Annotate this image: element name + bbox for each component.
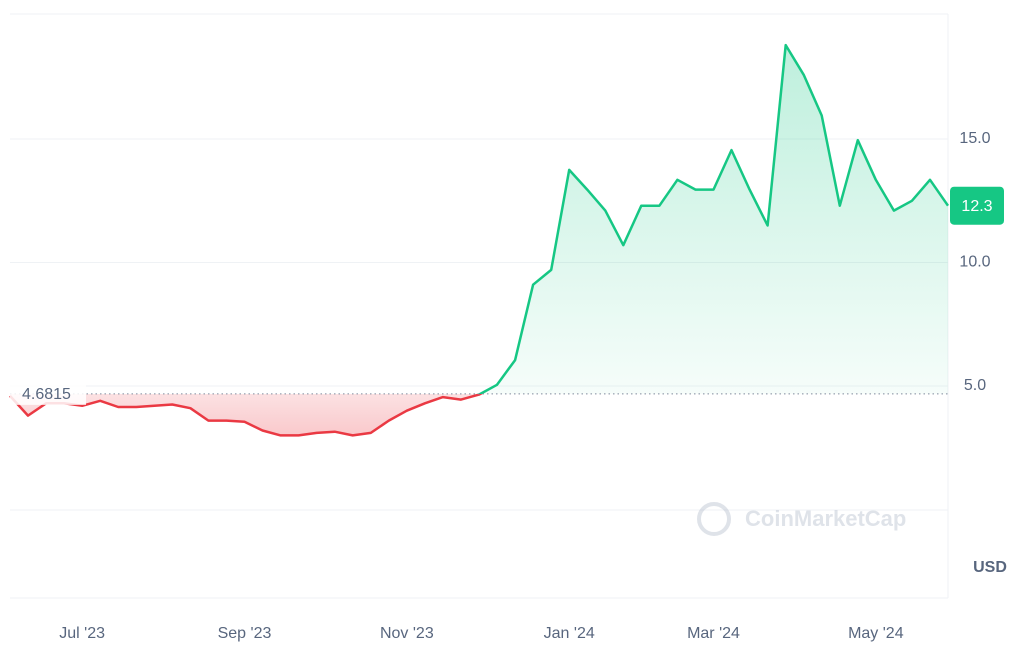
x-tick-label: May '24 — [848, 625, 904, 642]
y-tick-label: 10.0 — [959, 254, 990, 271]
x-tick-label: Jul '23 — [59, 625, 105, 642]
watermark: CoinMarketCap — [697, 502, 906, 536]
y-tick-label: 5.0 — [964, 377, 986, 394]
x-tick-label: Jan '24 — [544, 625, 595, 642]
y-tick-label: 15.0 — [959, 130, 990, 147]
watermark-text: CoinMarketCap — [745, 506, 906, 531]
baseline-label: 4.6815 — [22, 386, 71, 403]
x-tick-label: Sep '23 — [218, 625, 272, 642]
price-tag-label: 12.3 — [961, 198, 992, 215]
price-area — [10, 45, 948, 436]
baseline-label-bg — [10, 382, 86, 405]
y-axis-label: USD — [973, 559, 1007, 576]
x-tick-label: Mar '24 — [687, 625, 740, 642]
price-tag — [950, 186, 1004, 225]
price-line — [9, 43, 950, 437]
x-tick-label: Nov '23 — [380, 625, 434, 642]
